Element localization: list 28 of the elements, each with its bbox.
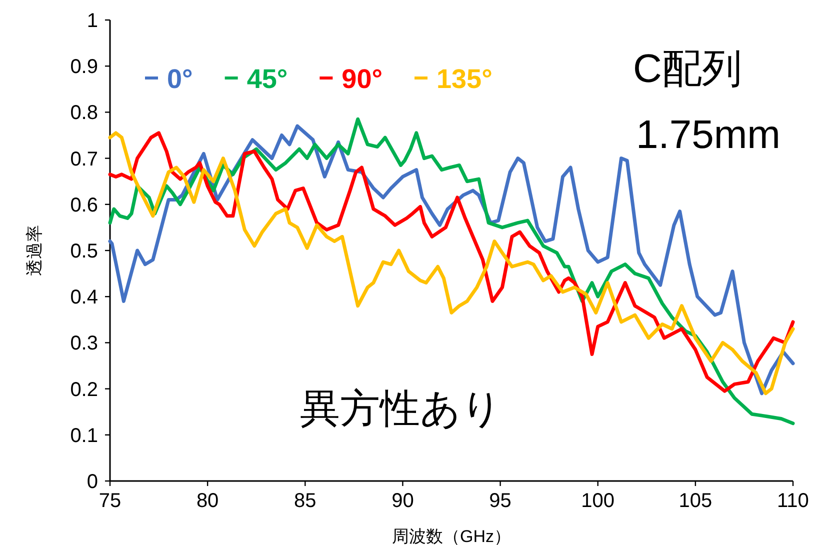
legend-label: 90°: [342, 64, 383, 94]
x-tick-label: 75: [98, 490, 122, 512]
annotation: 異方性あり: [300, 387, 502, 431]
annotation: C配列: [633, 47, 742, 91]
legend-label: 45°: [246, 64, 288, 94]
x-tick-label: 80: [196, 490, 219, 512]
y-tick-label: 0.6: [70, 194, 98, 216]
y-tick-label: 0.4: [70, 286, 98, 309]
y-tick-label: 0.9: [70, 56, 98, 78]
legend-label: 0°: [167, 64, 193, 94]
x-tick-label: 110: [777, 490, 809, 512]
legend-label: 135°: [436, 64, 492, 94]
y-tick-label: 0.8: [70, 102, 98, 124]
annotation: 1.75mm: [636, 113, 780, 157]
y-tick-label: 0.2: [70, 378, 98, 401]
x-tick-label: 90: [392, 490, 414, 512]
x-axis-title: 周波数（GHz）: [392, 527, 511, 545]
y-tick-label: 0.3: [70, 332, 98, 355]
y-tick-label: 0: [86, 471, 98, 493]
x-tick-label: 100: [581, 490, 615, 512]
y-tick-label: 0.1: [70, 424, 98, 447]
x-tick-label: 95: [489, 490, 512, 512]
x-tick-label: 105: [678, 490, 712, 512]
x-tick-label: 85: [294, 490, 316, 512]
y-tick-label: 0.7: [70, 148, 98, 170]
y-axis-title: 透過率: [25, 225, 44, 276]
y-tick-label: 1: [86, 10, 98, 32]
y-tick-label: 0.5: [70, 240, 98, 262]
